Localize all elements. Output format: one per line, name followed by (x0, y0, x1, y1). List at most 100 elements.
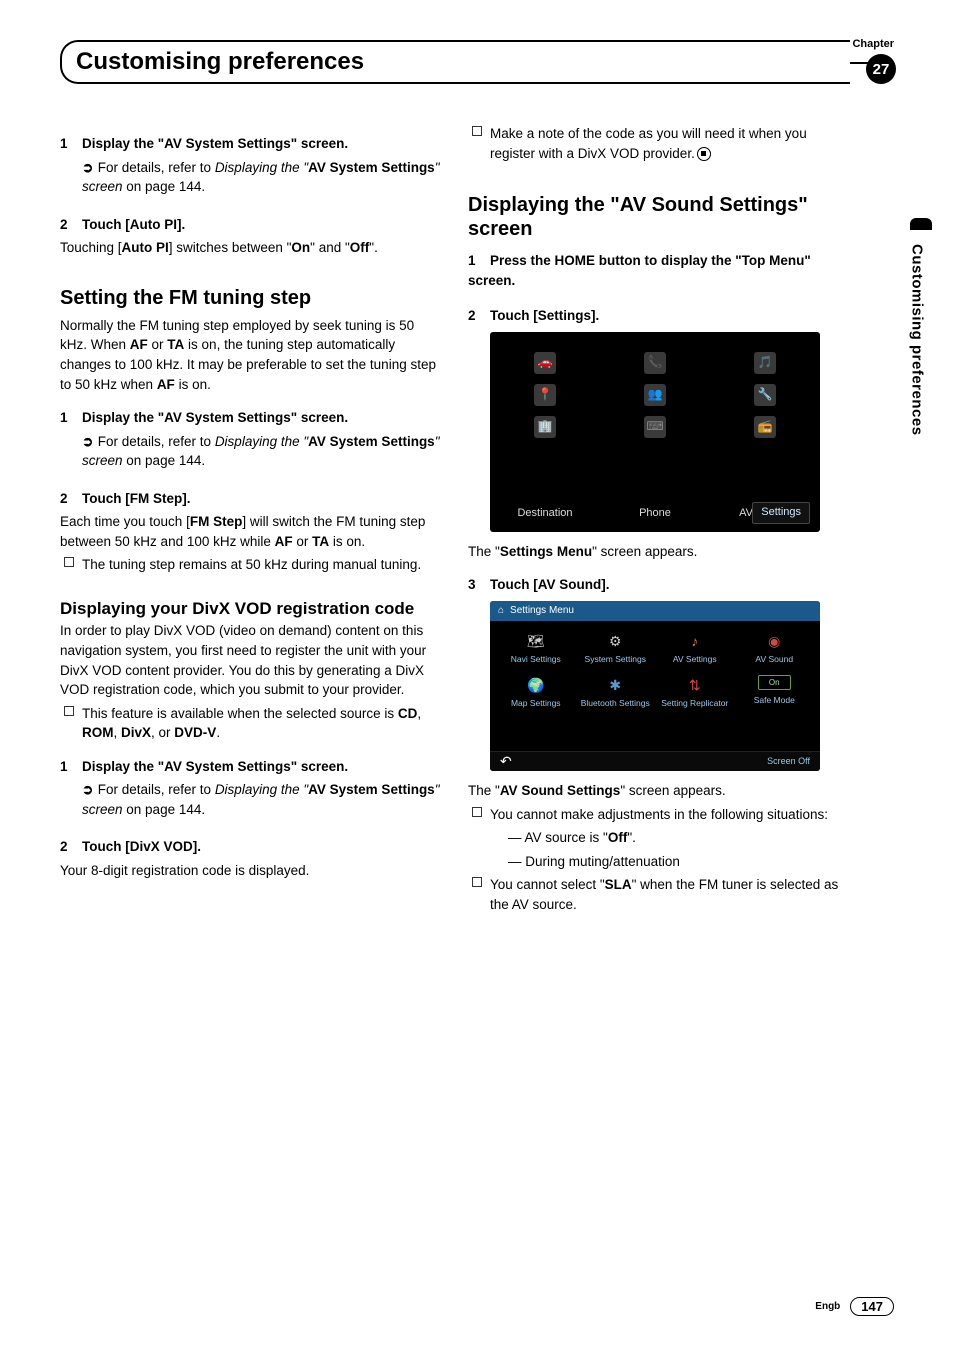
settings-cell-replicator[interactable]: ⇅Setting Replicator (657, 671, 733, 710)
step-text: Display the "AV System Settings" screen. (82, 759, 348, 774)
settings-cell-system[interactable]: ⚙System Settings (578, 627, 654, 666)
system-settings-icon: ⚙ (601, 629, 629, 653)
dash-item: — AV source is "Off". (508, 828, 848, 848)
map-settings-icon: 🌍 (522, 673, 550, 697)
settings-menu-screenshot: ⌂ Settings Menu 🗺Navi Settings ⚙System S… (490, 601, 820, 771)
menu-icon[interactable]: 🔧 (754, 384, 776, 406)
step-heading: 1Display the "AV System Settings" screen… (60, 757, 440, 777)
screen-off-button[interactable]: Screen Off (767, 755, 810, 768)
step-heading: 2Touch [DivX VOD]. (60, 837, 440, 857)
body-text: The "AV Sound Settings" screen appears. (468, 781, 848, 801)
side-tab-text: Customising preferences (909, 244, 926, 436)
top-menu-screenshot: 🚗 📍 🏢 📞 👥 ⌨ 🎵 🔧 📻 Destination Phone (490, 332, 820, 532)
side-tab: Customising preferences (906, 230, 928, 550)
reference-line: ➲ For details, refer to Displaying the "… (82, 432, 440, 471)
settings-cell-avsound[interactable]: ◉AV Sound (737, 627, 813, 666)
step-text: Touch [Auto PI]. (82, 217, 185, 232)
settings-cell-av[interactable]: ♪AV Settings (657, 627, 733, 666)
bullet-item: Make a note of the code as you will need… (490, 124, 848, 163)
navi-settings-icon: 🗺 (522, 629, 550, 653)
step-text: Press the HOME button to display the "To… (468, 253, 811, 288)
ref-arrow-icon: ➲ (82, 158, 94, 178)
body-text: Normally the FM tuning step employed by … (60, 316, 440, 394)
ref-arrow-icon: ➲ (82, 432, 94, 452)
side-tab-bar (910, 218, 932, 230)
stop-icon (697, 147, 711, 161)
body-text: In order to play DivX VOD (video on dema… (60, 621, 440, 699)
settings-cell-safemode[interactable]: OnSafe Mode (737, 671, 813, 710)
settings-menu-header: ⌂ Settings Menu (490, 601, 820, 622)
menu-icon[interactable]: 🏢 (534, 416, 556, 438)
body-text: Touching [Auto PI] switches between "On"… (60, 238, 440, 258)
section-heading: Setting the FM tuning step (60, 286, 440, 310)
section-heading: Displaying your DivX VOD registration co… (60, 599, 440, 619)
section-heading: Displaying the "AV Sound Settings" scree… (468, 193, 848, 241)
bullet-icon (472, 807, 482, 817)
lang-code: Engb (815, 1301, 840, 1312)
page-title: Customising preferences (76, 48, 850, 76)
step-text: Touch [AV Sound]. (490, 577, 609, 592)
top-menu-col: 🎵 🔧 📻 (710, 346, 820, 506)
chapter-number-badge: 27 (866, 54, 896, 84)
step-text: Touch [DivX VOD]. (82, 839, 201, 854)
top-menu-icon-row: 🚗 📍 🏢 📞 👥 ⌨ 🎵 🔧 📻 (490, 332, 820, 506)
menu-icon[interactable]: 📞 (644, 352, 666, 374)
dash-item: — During muting/attenuation (508, 852, 848, 872)
step-text: Touch [FM Step]. (82, 491, 190, 506)
page-number: 147 (850, 1297, 894, 1316)
setting-replicator-icon: ⇅ (681, 673, 709, 697)
ref-text: For details, refer to (98, 160, 215, 175)
top-menu-label[interactable]: Destination (490, 506, 600, 522)
settings-cell-bluetooth[interactable]: ✱Bluetooth Settings (578, 671, 654, 710)
chapter-label: Chapter (852, 38, 894, 50)
menu-icon[interactable]: 🚗 (534, 352, 556, 374)
top-menu-col: 🚗 📍 🏢 (490, 346, 600, 506)
step-heading: 1Display the "AV System Settings" screen… (60, 408, 440, 428)
settings-menu-title: Settings Menu (510, 604, 574, 619)
bullet-item: You cannot make adjustments in the follo… (490, 805, 848, 825)
step-heading: 2Touch [Auto PI]. (60, 215, 440, 235)
reference-line: ➲ For details, refer to Displaying the "… (82, 780, 440, 819)
av-settings-icon: ♪ (681, 629, 709, 653)
ref-text: Displaying the " (215, 160, 308, 175)
title-container: Customising preferences (60, 40, 850, 84)
menu-icon[interactable]: 🎵 (754, 352, 776, 374)
top-menu-col: 📞 👥 ⌨ (600, 346, 710, 506)
menu-icon[interactable]: ⌨ (644, 416, 666, 438)
bluetooth-settings-icon: ✱ (601, 673, 629, 697)
bullet-item: You cannot select "SLA" when the FM tune… (490, 875, 848, 914)
back-icon[interactable]: ↶ (500, 751, 512, 771)
body-text: Each time you touch [FM Step] will switc… (60, 512, 440, 551)
menu-icon[interactable]: 📍 (534, 384, 556, 406)
bullet-icon (472, 877, 482, 887)
body-text: The "Settings Menu" screen appears. (468, 542, 848, 562)
settings-menu-footer: ↶ Screen Off (490, 751, 820, 771)
ref-text: AV System Settings (308, 160, 435, 175)
bullet-item: The tuning step remains at 50 kHz during… (82, 555, 440, 575)
av-sound-icon: ◉ (760, 629, 788, 653)
settings-cell-navi[interactable]: 🗺Navi Settings (498, 627, 574, 666)
bullet-item: This feature is available when the selec… (82, 704, 440, 743)
page-footer: Engb 147 (815, 1297, 894, 1316)
step-heading: 1Display the "AV System Settings" screen… (60, 134, 440, 154)
bullet-icon (64, 706, 74, 716)
bullet-icon (472, 126, 482, 136)
right-column: Make a note of the code as you will need… (468, 124, 848, 918)
settings-button[interactable]: Settings (752, 502, 810, 524)
step-text: Display the "AV System Settings" screen. (82, 410, 348, 425)
ref-text: on page 144. (123, 179, 206, 194)
menu-icon[interactable]: 👥 (644, 384, 666, 406)
settings-cell-map[interactable]: 🌍Map Settings (498, 671, 574, 710)
on-badge: On (758, 675, 791, 691)
settings-menu-grid: 🗺Navi Settings ⚙System Settings ♪AV Sett… (490, 621, 820, 716)
left-column: 1Display the "AV System Settings" screen… (60, 124, 440, 918)
step-heading: 2Touch [FM Step]. (60, 489, 440, 509)
menu-icon[interactable]: 📻 (754, 416, 776, 438)
step-heading: 2Touch [Settings]. (468, 306, 848, 326)
step-text: Display the "AV System Settings" screen. (82, 136, 348, 151)
bullet-icon (64, 557, 74, 567)
top-menu-label[interactable]: Phone (600, 506, 710, 522)
home-icon[interactable]: ⌂ (498, 604, 504, 619)
reference-line: ➲ For details, refer to Displaying the "… (82, 158, 440, 197)
body-text: Your 8-digit registration code is displa… (60, 861, 440, 881)
